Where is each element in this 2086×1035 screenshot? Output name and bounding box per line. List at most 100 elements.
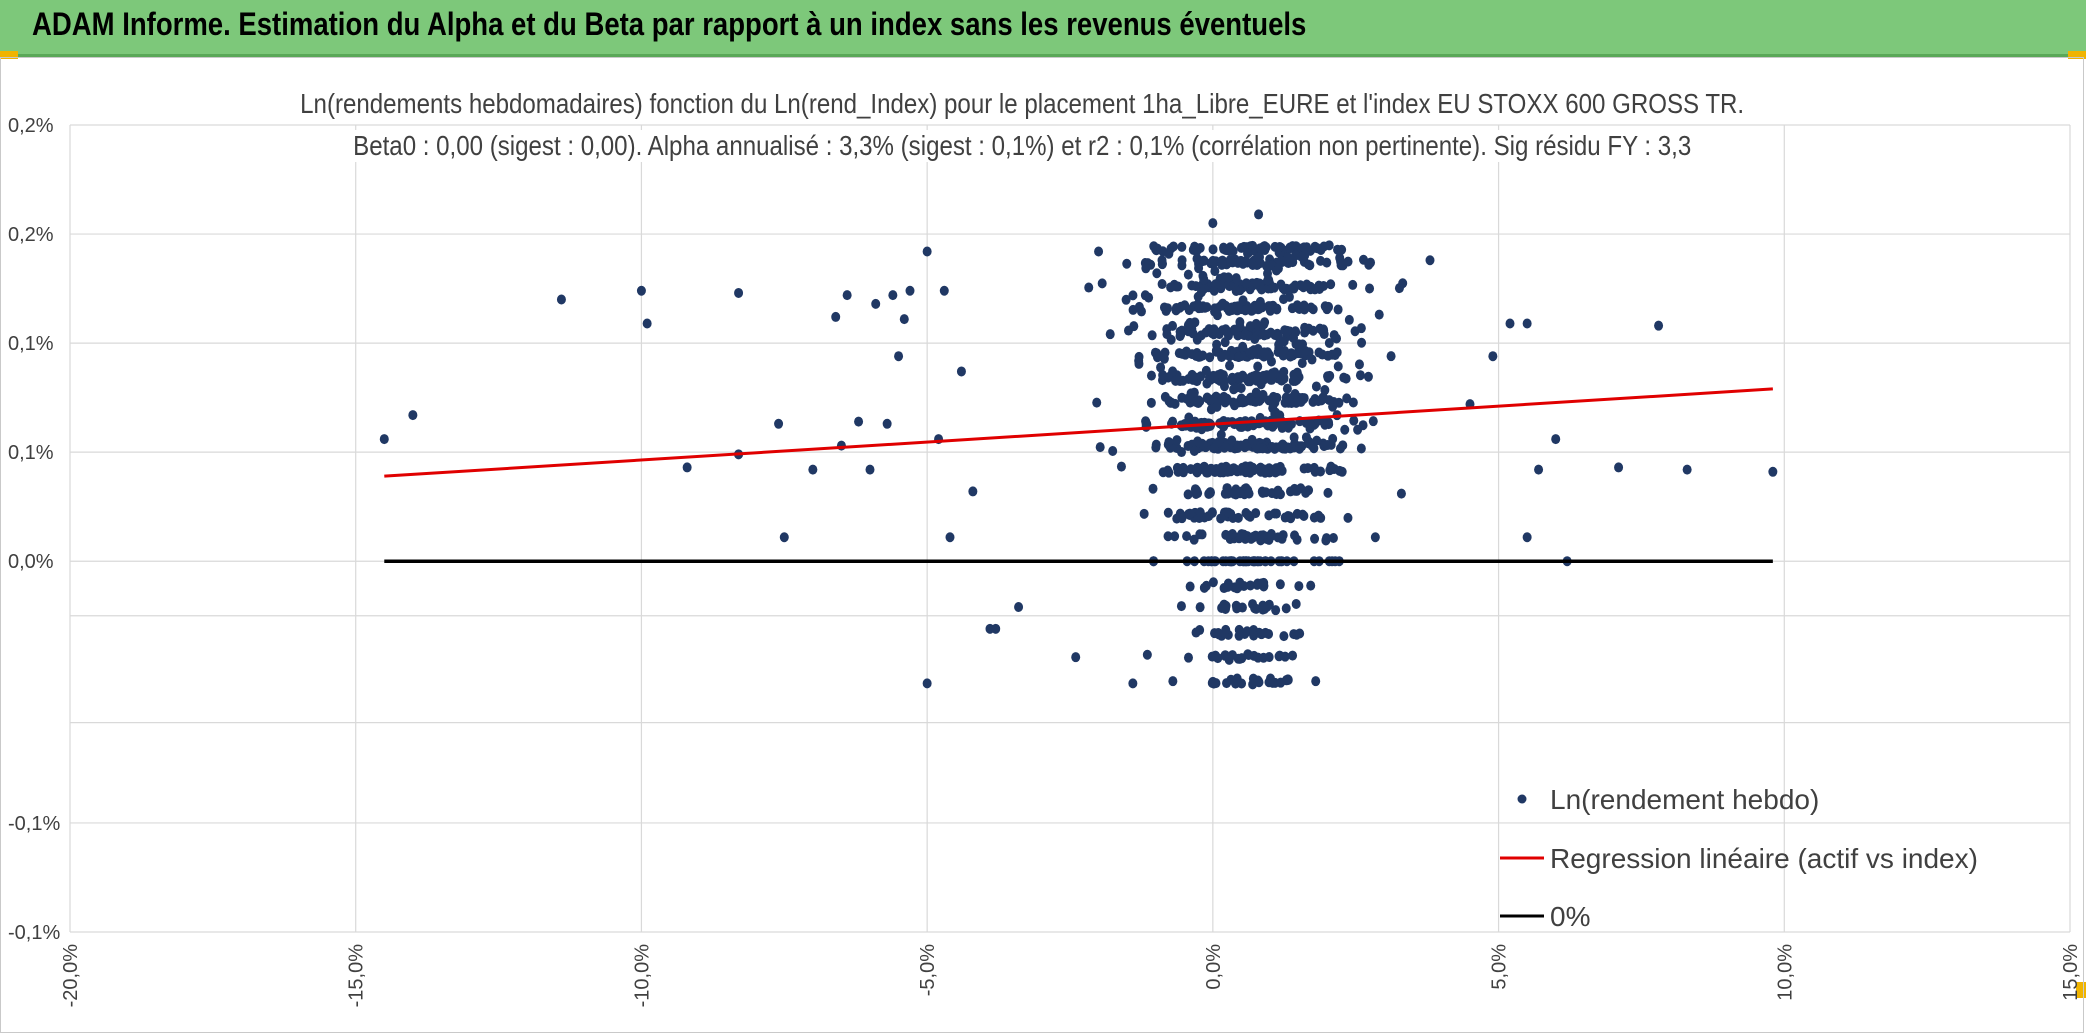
data-point (1243, 509, 1253, 520)
data-point (1216, 369, 1226, 380)
data-point (1199, 582, 1209, 593)
data-point (1324, 338, 1334, 349)
data-point (1275, 579, 1285, 590)
data-point (1162, 329, 1172, 340)
data-point (1176, 601, 1186, 612)
data-point (1299, 510, 1309, 521)
data-point (1349, 415, 1359, 426)
data-point (1247, 434, 1257, 445)
data-point (1213, 653, 1223, 664)
data-point (1156, 362, 1166, 373)
data-point (1292, 300, 1302, 311)
data-point (1248, 679, 1258, 690)
data-point (1321, 533, 1331, 544)
data-point (1235, 531, 1245, 542)
data-point (1356, 323, 1366, 334)
data-point (1337, 244, 1347, 255)
data-point (842, 290, 852, 301)
data-point (1157, 279, 1167, 290)
data-point (1244, 488, 1254, 499)
data-point (1151, 439, 1161, 450)
data-point (1163, 303, 1173, 314)
data-point (1177, 260, 1187, 271)
data-point (1195, 602, 1205, 613)
data-point (1226, 256, 1236, 267)
data-point (1168, 416, 1178, 427)
data-point (1190, 484, 1200, 495)
data-point (1163, 507, 1173, 518)
data-point (1248, 465, 1258, 476)
data-point (1175, 331, 1185, 342)
data-point (1177, 348, 1187, 359)
data-point (1356, 443, 1366, 454)
data-point (1214, 437, 1224, 448)
data-point (1283, 674, 1293, 685)
chart-title-line-1: Ln(rendements hebdomadaires) fonction du… (295, 88, 1750, 120)
data-point (1168, 676, 1178, 687)
data-point (1211, 279, 1221, 290)
data-point (1309, 512, 1319, 523)
y-tick-label: 0,2% (8, 115, 54, 137)
data-point (379, 434, 389, 445)
data-point (1344, 314, 1354, 325)
data-point (1163, 531, 1173, 542)
data-point (1071, 652, 1081, 663)
data-point (1184, 412, 1194, 423)
legend-label-regression: Regression linéaire (actif vs index) (1550, 843, 1978, 874)
data-point (1256, 243, 1266, 254)
data-point (1159, 353, 1169, 364)
data-point (1146, 370, 1156, 381)
data-point (1271, 605, 1281, 616)
data-point (1316, 395, 1326, 406)
data-point (1289, 333, 1299, 344)
data-point (1212, 346, 1222, 357)
data-point (808, 464, 818, 475)
data-point (1310, 284, 1320, 295)
legend: Ln(rendement hebdo) Regression linéaire … (1500, 784, 1978, 932)
data-point (1295, 280, 1305, 291)
data-point (1221, 324, 1231, 335)
data-point (1374, 309, 1384, 320)
data-point (1185, 581, 1195, 592)
data-point (1682, 464, 1692, 475)
data-point (1272, 392, 1282, 403)
data-point (894, 351, 904, 362)
data-point (1265, 673, 1275, 684)
data-point (1328, 532, 1338, 543)
data-point (1285, 351, 1295, 362)
data-point (1208, 218, 1218, 229)
data-point (774, 418, 784, 429)
data-point (1309, 462, 1319, 473)
data-point (1217, 259, 1227, 270)
data-point (1095, 442, 1105, 453)
data-point (1248, 259, 1258, 270)
data-point (1768, 466, 1778, 477)
data-point (1279, 631, 1289, 642)
data-point (1342, 393, 1352, 404)
y-tick-label: 0,2% (8, 224, 54, 246)
x-tick-label: -20,0% (60, 944, 82, 1008)
data-point (1343, 256, 1353, 267)
data-point (1219, 381, 1229, 392)
data-point (1304, 323, 1314, 334)
data-point (1333, 304, 1343, 315)
data-point (1177, 241, 1187, 252)
data-point (1332, 333, 1342, 344)
data-point (1192, 243, 1202, 254)
data-point (1239, 372, 1249, 383)
data-point (1265, 305, 1275, 316)
data-point (1340, 424, 1350, 435)
data-point (1249, 630, 1259, 641)
data-point (1300, 250, 1310, 261)
data-point (1238, 341, 1248, 352)
data-point (1173, 281, 1183, 292)
data-point (1212, 401, 1222, 412)
data-point (1198, 439, 1208, 450)
data-point (1248, 240, 1258, 251)
data-point (1152, 348, 1162, 359)
data-point (1140, 290, 1150, 301)
data-point (1249, 345, 1259, 356)
data-point (1251, 530, 1261, 541)
data-point (1195, 507, 1205, 518)
data-point (1207, 507, 1217, 518)
